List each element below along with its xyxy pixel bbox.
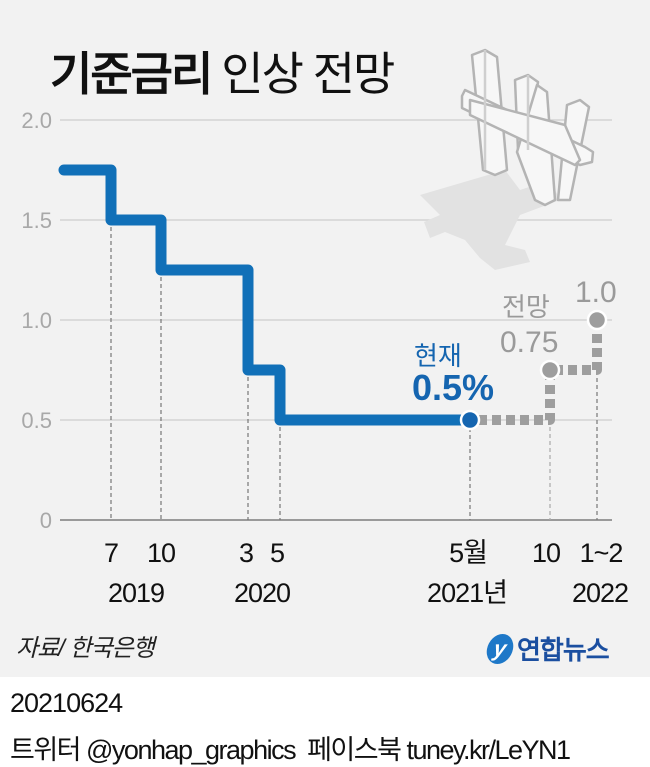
current-label: 현재 <box>414 341 462 371</box>
forecast-marker-0.75 <box>539 359 561 381</box>
current-rate-marker <box>459 409 481 431</box>
x-month-2021-05: 5월 <box>449 538 487 568</box>
y-tick-0: 0 <box>40 508 52 533</box>
yonhap-logo: y 연합뉴스 <box>484 630 610 667</box>
x-axis-labels: 7 10 3 5 5월 10 1~2 2019 2020 2021년 2022 <box>104 538 629 608</box>
x-year-2019: 2019 <box>108 578 164 608</box>
social-links: 트위터 @yonhap_graphics 페이스북 tuney.kr/LeYN1 <box>10 735 571 765</box>
date-guides <box>110 220 598 520</box>
forecast-value-1.0: 1.0 <box>575 276 617 309</box>
x-month-2019-10: 10 <box>147 538 175 568</box>
chart-title: 기준금리 인상 전망 <box>50 38 395 104</box>
forecast-step-line <box>478 320 602 425</box>
x-month-2022-01-02: 1~2 <box>580 538 623 568</box>
yonhap-logo-text: 연합뉴스 <box>517 635 610 665</box>
y-tick-1.5: 1.5 <box>21 208 52 233</box>
forecast-label: 전망 <box>502 292 550 322</box>
y-tick-0.5: 0.5 <box>21 408 52 433</box>
title-bold: 기준금리 <box>50 48 213 100</box>
forecast-value-0.75: 0.75 <box>500 326 558 359</box>
y-tick-2.0: 2.0 <box>21 108 52 133</box>
publish-date: 20210624 <box>10 688 123 718</box>
y-tick-1.0: 1.0 <box>21 308 52 333</box>
x-month-2021-10: 10 <box>532 538 560 568</box>
rate-step-line <box>58 164 476 426</box>
x-year-2020: 2020 <box>234 578 290 608</box>
forecast-marker-1.0 <box>586 309 608 331</box>
x-month-2020-05: 5 <box>270 538 284 568</box>
rate-chart: 2.0 1.5 1.0 0.5 0 <box>21 48 629 608</box>
x-month-2019-07: 7 <box>104 538 118 568</box>
x-month-2020-03: 3 <box>239 538 253 568</box>
x-year-2022: 2022 <box>572 578 628 608</box>
y-axis-labels: 2.0 1.5 1.0 0.5 0 <box>21 108 52 533</box>
source-credit: 자료/ 한국은행 <box>16 635 155 662</box>
current-value: 0.5% <box>412 367 494 408</box>
won-sign-3d-icon <box>420 48 595 270</box>
x-year-2021: 2021년 <box>427 578 507 608</box>
yonhap-logo-icon: y <box>484 633 516 664</box>
title-light: 인상 전망 <box>221 48 395 100</box>
